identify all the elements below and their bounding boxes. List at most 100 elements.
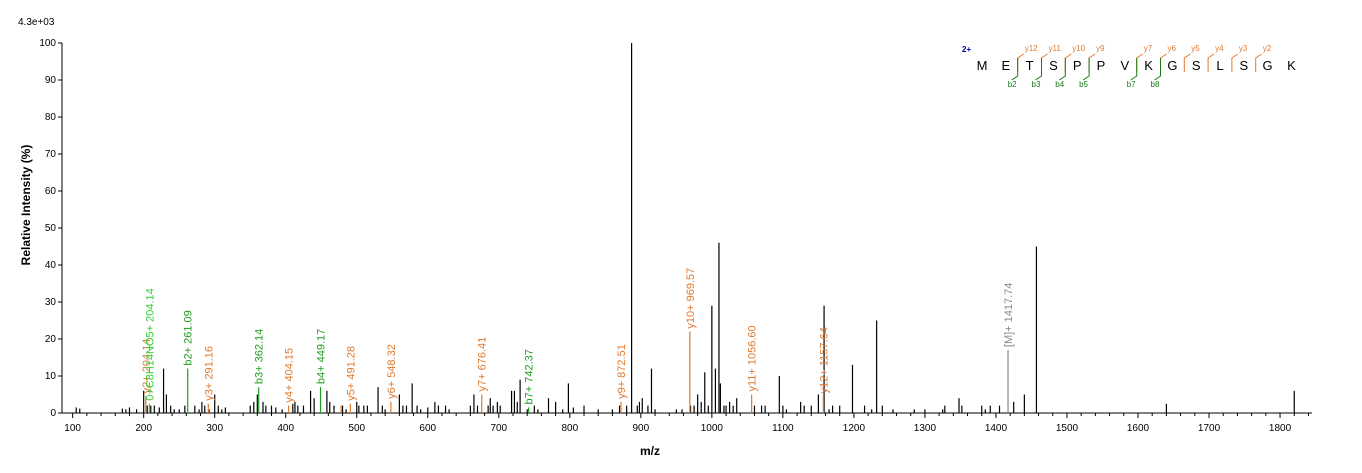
y-ion-label: y6 [1168, 44, 1177, 53]
x-tick-label: 800 [561, 423, 578, 434]
x-tick-label: 1300 [914, 423, 937, 434]
b-ion-bracket [1059, 58, 1066, 81]
x-tick-label: 1000 [701, 423, 724, 434]
y-ion-bracket [1255, 53, 1262, 72]
y-ion-label: y2 [1263, 44, 1272, 53]
x-tick-label: 1400 [985, 423, 1008, 434]
y-tick-label: 20 [45, 334, 57, 345]
peak-label: b3+ 362.14 [254, 329, 266, 384]
residue: T [1026, 58, 1034, 73]
y-tick-label: 100 [39, 38, 56, 49]
y-tick-label: 60 [45, 186, 57, 197]
b-ion-label: b3 [1032, 80, 1041, 89]
y-tick-label: 80 [45, 112, 57, 123]
y-ion-label: y3 [1239, 44, 1248, 53]
residue: E [1001, 58, 1010, 73]
x-tick-label: 1600 [1127, 423, 1150, 434]
y-ion-bracket [1088, 53, 1096, 72]
b-ion-bracket [1154, 58, 1161, 81]
peak-label: y9+ 872.51 [616, 344, 628, 399]
x-tick-label: 500 [348, 423, 365, 434]
peak-label: y3+ 291.16 [203, 346, 215, 401]
x-tick-label: 1700 [1198, 423, 1221, 434]
y-ion-label: y4 [1215, 44, 1224, 53]
annotations: y2+ 204.140+C8H14NO5+ 204.14 b2+ 261.09 y3… [141, 268, 1015, 413]
peak-label: b7+ 742.37 [524, 349, 536, 404]
peak-label: y10+ 969.57 [685, 268, 697, 329]
y-tick-label: 10 [45, 371, 57, 382]
b-ion-label: b4 [1055, 80, 1064, 89]
x-tick-label: 700 [490, 423, 507, 434]
residue: G [1263, 58, 1273, 73]
residue: K [1144, 58, 1153, 73]
residue: G [1167, 58, 1177, 73]
x-axis-title: m/z [640, 444, 660, 458]
y-ion-bracket [1064, 53, 1072, 72]
peak-label: 0+C8H14NO5+ 204.14 [144, 288, 156, 401]
x-tick-label: 600 [419, 423, 436, 434]
y-ion-label: y5 [1191, 44, 1200, 53]
peak-label: y2+ 204.14 [141, 339, 153, 394]
residue: K [1287, 58, 1296, 73]
scale-label: 4.3e+03 [18, 17, 55, 28]
b-ion-label: b2 [1008, 80, 1017, 89]
x-tick-label: 1500 [1056, 423, 1079, 434]
y-ion-bracket [1017, 53, 1024, 72]
y-ticks: 0 10 20 30 40 50 60 70 80 90 100 [39, 38, 62, 419]
b-ion-label: b5 [1079, 80, 1088, 89]
b-ion-label: b8 [1151, 80, 1160, 89]
residue: P [1097, 58, 1106, 73]
residue: L [1216, 58, 1223, 73]
peak-label: y12+ 1157.64 [818, 327, 830, 393]
y-tick-label: 70 [45, 149, 57, 160]
x-tick-label: 1200 [843, 423, 866, 434]
peak-label: y5+ 491.28 [345, 346, 357, 401]
y-ion-bracket [1207, 53, 1215, 72]
y-ion-bracket [1183, 53, 1191, 72]
x-tick-label: 200 [135, 423, 152, 434]
x-tick-label: 300 [206, 423, 223, 434]
peak-label: y4+ 404.15 [284, 348, 296, 403]
x-tick-label: 100 [64, 423, 81, 434]
y-axis-title: Relative Intensity (%) [19, 145, 33, 266]
peak-label: y7+ 676.41 [477, 337, 489, 392]
x-ticks: 100 200 300 400 500 600 700 800 900 1000 1100 1200 1… [64, 413, 1309, 434]
residue: S [1049, 58, 1058, 73]
y-ion-bracket [1136, 53, 1143, 72]
b-ion-bracket [1035, 58, 1042, 81]
b-ion-bracket [1130, 58, 1138, 81]
residue: M [977, 58, 988, 73]
y-ion-bracket [1160, 53, 1167, 72]
y-ion-label: y12 [1025, 44, 1038, 53]
peak-label: y11+ 1056.60 [747, 325, 759, 391]
y-tick-label: 30 [45, 297, 57, 308]
y-ion-label: y7 [1144, 44, 1153, 53]
y-ion-label: y10 [1072, 44, 1085, 53]
peak-label: y6+ 548.32 [386, 344, 398, 399]
residue: S [1239, 58, 1248, 73]
peak-label: b2+ 261.09 [183, 310, 195, 365]
residue: V [1120, 58, 1129, 73]
y-ion-bracket [1041, 53, 1048, 72]
peak-label: b4+ 449.17 [316, 329, 328, 384]
x-tick-label: 900 [632, 423, 649, 434]
y-tick-label: 40 [45, 260, 57, 271]
b-ion-label: b7 [1127, 80, 1136, 89]
y-ion-label: y9 [1096, 44, 1105, 53]
y-ion-label: y11 [1049, 44, 1062, 53]
y-tick-label: 50 [45, 223, 57, 234]
y-ion-bracket [1231, 53, 1239, 72]
peak-label: [M]+ 1417.74 [1003, 283, 1015, 348]
x-tick-label: 400 [277, 423, 294, 434]
y-tick-label: 0 [50, 408, 56, 419]
x-tick-label: 1800 [1269, 423, 1292, 434]
residue: P [1073, 58, 1082, 73]
peaks [75, 43, 1295, 413]
b-ion-bracket [1082, 58, 1090, 81]
b-ion-bracket [1011, 58, 1019, 81]
x-tick-label: 1100 [772, 423, 794, 434]
charge-state: 2+ [962, 45, 971, 54]
residue: S [1192, 58, 1201, 73]
